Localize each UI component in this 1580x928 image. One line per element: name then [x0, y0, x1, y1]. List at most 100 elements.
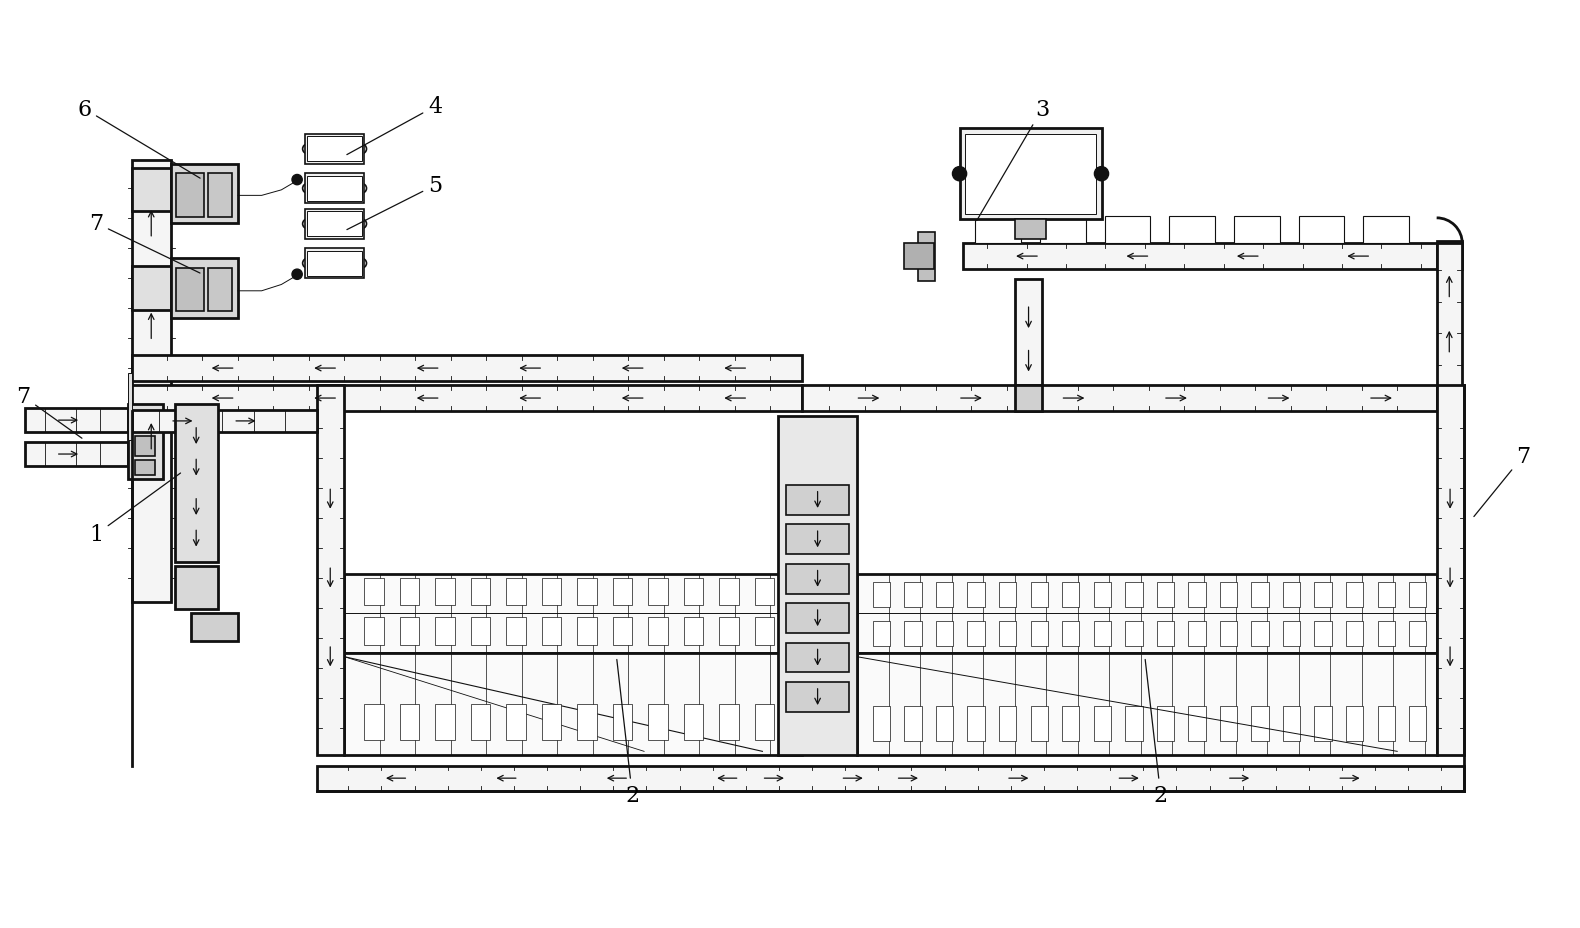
- Bar: [471, 618, 490, 645]
- Bar: [131, 356, 801, 381]
- Bar: [1030, 706, 1048, 741]
- Bar: [935, 622, 953, 647]
- Bar: [136, 460, 155, 476]
- Bar: [1157, 706, 1174, 741]
- Bar: [542, 618, 561, 645]
- Bar: [131, 169, 171, 212]
- Circle shape: [292, 175, 302, 186]
- Bar: [1409, 706, 1427, 741]
- Bar: [1169, 216, 1215, 244]
- Bar: [904, 622, 921, 647]
- Bar: [1104, 216, 1150, 244]
- Bar: [1251, 622, 1269, 647]
- Bar: [787, 564, 848, 594]
- Text: 1: 1: [88, 473, 180, 546]
- Circle shape: [1095, 167, 1109, 182]
- Bar: [209, 174, 232, 217]
- Bar: [684, 704, 703, 740]
- Bar: [577, 704, 597, 740]
- Bar: [856, 574, 1436, 653]
- Bar: [872, 622, 890, 647]
- Bar: [1346, 582, 1364, 607]
- Bar: [577, 618, 597, 645]
- Bar: [1040, 216, 1085, 244]
- Bar: [1188, 706, 1206, 741]
- Bar: [787, 485, 848, 515]
- Bar: [959, 129, 1101, 220]
- Bar: [1251, 582, 1269, 607]
- Bar: [175, 405, 218, 562]
- Bar: [136, 436, 155, 457]
- Bar: [1283, 706, 1300, 741]
- Text: 5: 5: [348, 175, 442, 230]
- Bar: [975, 216, 1021, 244]
- Bar: [471, 578, 490, 606]
- Text: 7: 7: [1474, 445, 1531, 517]
- Bar: [872, 582, 890, 607]
- Bar: [400, 704, 419, 740]
- Bar: [755, 618, 774, 645]
- Bar: [1188, 582, 1206, 607]
- Bar: [542, 578, 561, 606]
- Bar: [305, 174, 363, 204]
- Bar: [1283, 622, 1300, 647]
- Bar: [935, 582, 953, 607]
- Bar: [171, 164, 239, 224]
- Bar: [935, 706, 953, 741]
- Bar: [435, 704, 455, 740]
- Bar: [1157, 582, 1174, 607]
- Bar: [1220, 706, 1237, 741]
- Bar: [1030, 622, 1048, 647]
- Bar: [967, 582, 984, 607]
- Bar: [363, 618, 384, 645]
- Bar: [344, 574, 801, 653]
- Bar: [577, 578, 597, 606]
- Bar: [1364, 216, 1409, 244]
- Bar: [25, 409, 128, 432]
- Bar: [1093, 622, 1111, 647]
- Bar: [755, 704, 774, 740]
- Bar: [1299, 216, 1345, 244]
- Bar: [209, 268, 232, 312]
- Bar: [684, 578, 703, 606]
- Bar: [542, 704, 561, 740]
- Bar: [1188, 622, 1206, 647]
- Bar: [613, 704, 632, 740]
- Bar: [308, 212, 362, 238]
- Bar: [801, 386, 1436, 411]
- Bar: [506, 578, 526, 606]
- Bar: [787, 643, 848, 673]
- Bar: [790, 578, 809, 606]
- Bar: [904, 244, 934, 269]
- Bar: [1125, 622, 1142, 647]
- Bar: [344, 653, 801, 755]
- Bar: [719, 578, 739, 606]
- Bar: [1014, 386, 1043, 411]
- Bar: [25, 443, 128, 467]
- Bar: [308, 176, 362, 201]
- Bar: [648, 704, 668, 740]
- Bar: [1409, 582, 1427, 607]
- Bar: [648, 618, 668, 645]
- Bar: [435, 578, 455, 606]
- Bar: [1436, 244, 1462, 411]
- Bar: [1062, 622, 1079, 647]
- Bar: [131, 410, 318, 432]
- Bar: [755, 578, 774, 606]
- Bar: [506, 618, 526, 645]
- Bar: [1346, 706, 1364, 741]
- Bar: [175, 566, 218, 610]
- Bar: [613, 618, 632, 645]
- Bar: [964, 244, 1441, 269]
- Bar: [177, 174, 204, 217]
- Text: 6: 6: [77, 98, 201, 179]
- Bar: [1315, 582, 1332, 607]
- Bar: [471, 704, 490, 740]
- Bar: [128, 373, 131, 441]
- Bar: [435, 618, 455, 645]
- Bar: [1093, 582, 1111, 607]
- Bar: [131, 386, 801, 411]
- Bar: [1346, 622, 1364, 647]
- Text: 3: 3: [976, 98, 1049, 222]
- Bar: [999, 622, 1016, 647]
